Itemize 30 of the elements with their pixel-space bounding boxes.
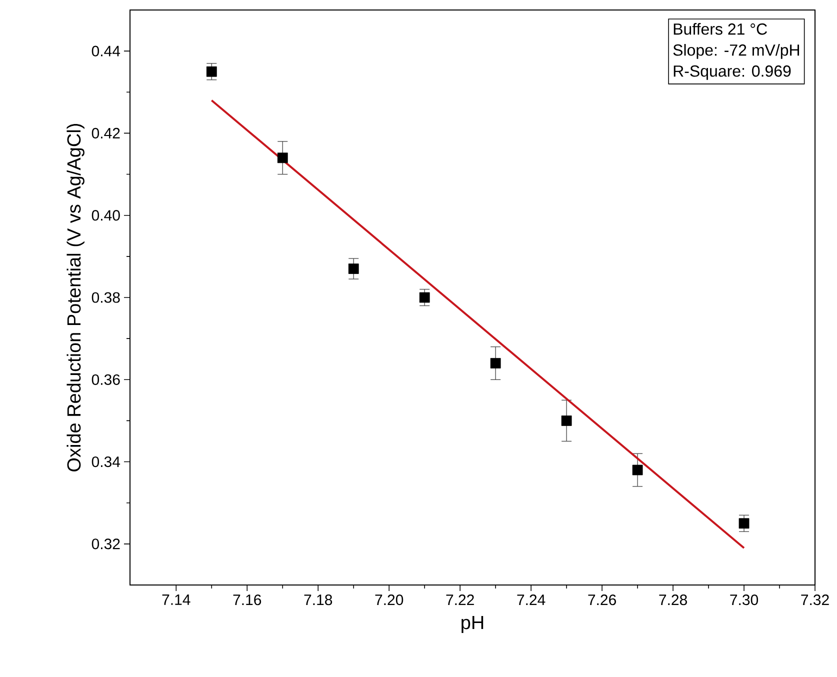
x-tick-label: 7.16 <box>233 594 262 606</box>
y-tick-label: 0.40 <box>92 210 120 221</box>
point <box>738 518 750 529</box>
point <box>206 66 217 77</box>
x-tick-label: 7.14 <box>162 594 190 605</box>
point <box>490 358 501 368</box>
y-tick-label: 0.42 <box>92 128 120 139</box>
x-axis-title: pH <box>462 616 484 633</box>
point <box>632 464 643 476</box>
point <box>348 264 359 274</box>
x-tick-label: 7.30 <box>730 594 758 606</box>
y-tick-label: 0.36 <box>92 374 120 385</box>
y-tick-label: 0.32 <box>92 538 120 550</box>
x-tick-label: 7.32 <box>801 594 829 606</box>
point <box>561 416 572 426</box>
annotation: R-Square: 0.969 <box>674 65 791 80</box>
x-tick-label: 7.26 <box>588 594 616 606</box>
x-tick-label: 7.18 <box>304 594 332 606</box>
annotation: Slope: -72 mV/pH <box>673 44 800 59</box>
y-axis-title: Oxide Reduction Potential (V vs Ag/AgCl) <box>66 124 84 472</box>
y-tick-label: 0.44 <box>92 46 120 56</box>
x-tick-label: 7.24 <box>517 594 546 605</box>
y-tick-label: 0.34 <box>92 456 120 468</box>
point <box>277 152 288 164</box>
annotation: Buffers 21 °C <box>674 23 767 35</box>
y-tick-label: 0.38 <box>92 292 120 303</box>
x-tick-label: 7.22 <box>446 594 474 605</box>
x-tick-label: 7.20 <box>375 594 404 606</box>
x-tick-label: 7.28 <box>659 594 687 606</box>
point <box>419 292 430 303</box>
